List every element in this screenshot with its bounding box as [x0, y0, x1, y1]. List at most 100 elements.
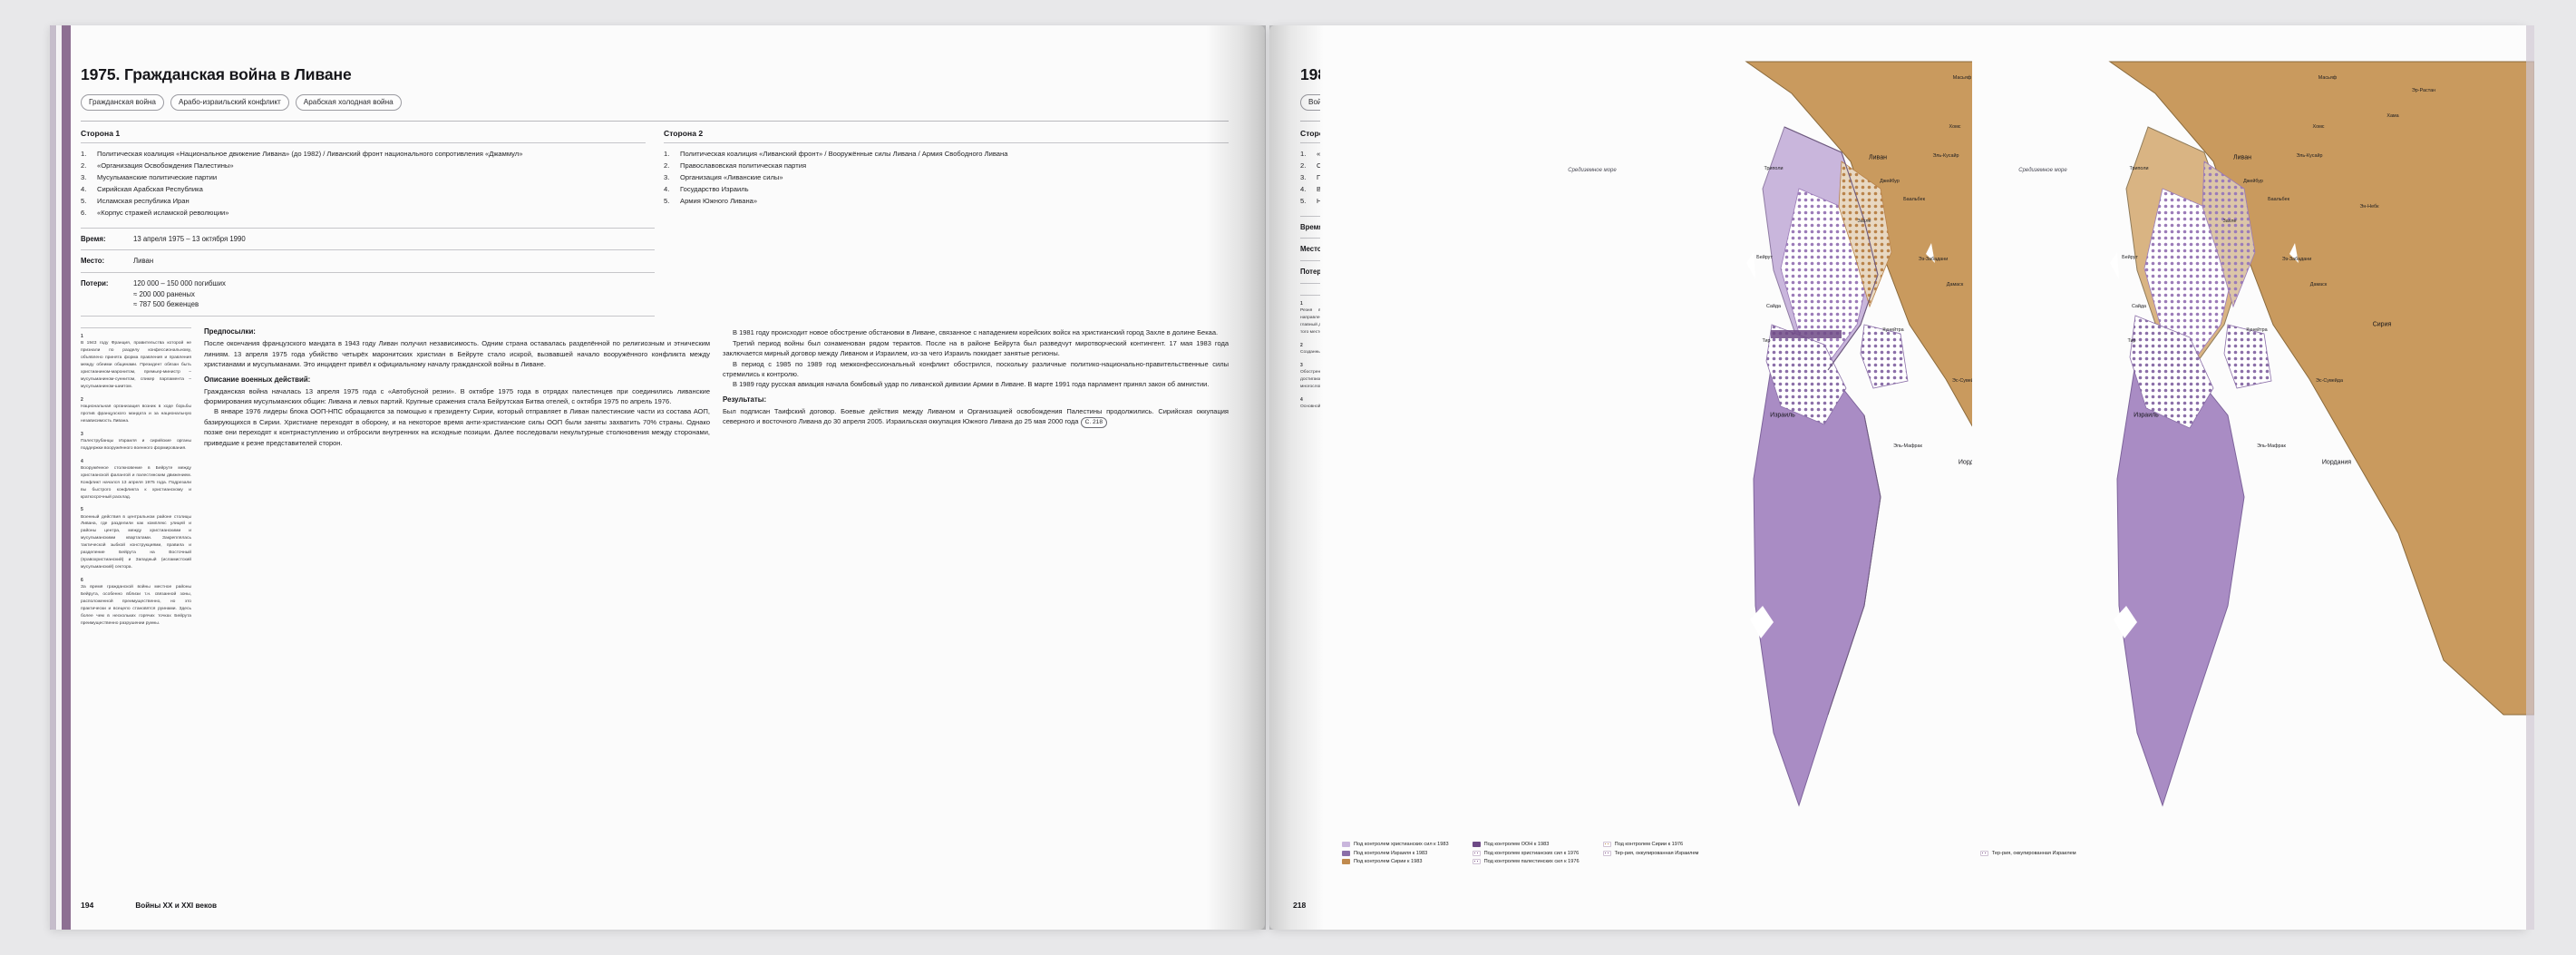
list-item-label: Армия Южного Ливана»: [680, 196, 758, 205]
legend-label: Под контролем ООН к 1983: [1483, 842, 1550, 847]
meta-row-place: Место: Ливан: [81, 256, 655, 267]
legend-swatch: [1472, 859, 1481, 864]
map-country-label: Иордания: [2321, 459, 2352, 466]
footnote: 6 За время гражданской войны местное райо…: [81, 578, 191, 626]
side-1-heading: Сторона 1: [81, 128, 121, 138]
paragraph: В январе 1976 лидеры блока ООП-НПС обращ…: [204, 407, 710, 447]
map-country-label: Ливан: [2233, 154, 2251, 161]
paragraph: Был подписан Таифский договор. Боевые де…: [723, 406, 1229, 429]
meta-value: 120 000 – 150 000 погибших ≈ 200 000 ран…: [133, 278, 655, 310]
legend-swatch: [1472, 850, 1481, 856]
legend-label: Под контролем Сирии к 1976: [1614, 842, 1684, 847]
list-item-label: Сирийская Арабская Республика: [97, 184, 203, 193]
legend-swatch: [1602, 850, 1611, 856]
footnote: 5 Военный действия в центральном районе с…: [81, 507, 191, 570]
legend-item: Под контролем Сирии к 1983: [1342, 859, 1449, 864]
meta-label: Потери:: [1300, 267, 1353, 278]
book-binding-stripe-right: [2526, 25, 2534, 930]
legend-swatch: [1342, 842, 1350, 847]
list-item-label: Государство Израиль: [680, 184, 749, 193]
list-item: 3. Организация «Ливанские силы»: [664, 172, 1229, 183]
map-country-label: Сирия: [2372, 321, 2392, 328]
book-title: Войны XX и XXI веков: [135, 901, 217, 910]
section-heading: Предпосылки:: [204, 327, 256, 336]
legend-item: Тер-рия, оккупированная Израилем: [1979, 850, 2076, 856]
paragraph: В 1981 году происходит новое обострение …: [733, 328, 1219, 337]
legend-item: Под контролем ООН к 1983: [1472, 842, 1580, 847]
map-label: Эль-Кусайр: [1932, 153, 1959, 159]
meta-label: Место:: [1300, 244, 1353, 255]
paragraph: Гражданская война началась 13 апреля 197…: [204, 386, 710, 405]
map-label: Триполи: [2129, 166, 2149, 171]
map-label: Эз-Забадани: [2281, 257, 2312, 262]
legend-item: Под контролем христианских сил к 1976: [1472, 850, 1580, 856]
tag-chip[interactable]: Арабская холодная война: [295, 94, 402, 111]
list-item: 1. Политическая коалиция «Национальное дв…: [81, 149, 646, 160]
map-country-label: Израиль: [1770, 412, 1795, 419]
legend-column-2: Под контролем ООН к 1983 Под контролем х…: [1472, 842, 1580, 864]
footnote-text: Национальная организация возник в ходе б…: [81, 404, 191, 424]
book-binding-stripe: [50, 25, 56, 930]
map-label: Джейбур: [2243, 179, 2263, 184]
list-item: 5. Исламская республика Иран: [81, 196, 646, 207]
legend-swatch: [1979, 850, 1988, 856]
tag-chip[interactable]: Гражданская война: [81, 94, 164, 111]
divider: [81, 141, 646, 143]
list-item: 3. Мусульманские политические партии: [81, 172, 646, 183]
legend-item: Под контролем палестинских сил к 1976: [1472, 859, 1580, 864]
tag-chip[interactable]: Арабо-израильский конфликт: [170, 94, 289, 111]
footnote: 2 Национальная организация возник в ходе …: [81, 396, 191, 424]
map-label: Масьяф: [2318, 75, 2338, 81]
page-title: 1975. Гражданская война в Ливане: [81, 65, 352, 83]
paragraph: Третий период войны был ознаменован рядо…: [723, 338, 1229, 358]
map-sea-label: Средиземное море: [2018, 168, 2067, 173]
divider: [664, 141, 1229, 143]
legend-item: Под контролем христианских сил к 1983: [1342, 842, 1449, 847]
map-label: Джейбур: [1880, 179, 1900, 184]
map-label: Дамаск: [1946, 282, 1964, 287]
map-label: Тир: [1762, 338, 1771, 344]
map-label: Захле: [1857, 219, 1871, 224]
divider: [81, 249, 655, 251]
footnote: 3 Палеструбанцы Израиля и сирийские орган…: [81, 431, 191, 451]
map-label: Кунейтра: [2246, 327, 2268, 333]
divider: [81, 272, 655, 274]
meta-label: Время:: [81, 234, 106, 243]
page-reference-chip[interactable]: C. 218: [1080, 417, 1107, 429]
paragraph: После окончания французского мандата в 1…: [204, 339, 710, 369]
list-item-label: Политическая коалиция «Ливанский фронт» …: [680, 149, 1008, 158]
section-heading: Результаты:: [723, 395, 767, 404]
book-binding-stripe: [57, 25, 62, 930]
legend-column-4: Тер-рия, оккупированная Израилем: [1979, 850, 2076, 865]
list-item: 1. Политическая коалиция «Ливанский фронт…: [664, 149, 1229, 160]
map-label: Эн-Небк: [2359, 204, 2379, 210]
left-page: 1975. Гражданская война в Ливане Граждан…: [50, 25, 1265, 930]
meta-label: Время:: [1300, 222, 1353, 233]
gutter-shadow: [1269, 25, 1324, 930]
map-label: Тир: [2127, 338, 2136, 344]
list-item-label: «Корпус стражей исламской революции»: [97, 208, 229, 217]
footnote-text: Палеструбанцы Израиля и сирийские органы…: [81, 438, 191, 451]
gutter-shadow: [1206, 25, 1266, 930]
meta-value: 13 апреля 1975 – 13 октября 1990: [133, 234, 246, 243]
section-heading: Описание военных действий:: [204, 375, 311, 384]
page-footer: 194 Войны XX и XXI веков: [81, 901, 1229, 910]
divider: [81, 227, 655, 229]
map-label: Захле: [2222, 219, 2237, 224]
legend-swatch: [1342, 859, 1350, 864]
map-label: Эс-Сувейда: [1952, 378, 1979, 384]
meta-value-line: ≈ 200 000 раненых: [133, 289, 195, 298]
list-item: 2. Православовская политическая партия: [664, 161, 1229, 171]
list-item-label: Исламская республика Иран: [97, 196, 190, 205]
legend-item: Под контролем Израиля к 1983: [1342, 850, 1449, 856]
map-label: Хама: [2386, 113, 2399, 119]
page-number: 218: [1293, 901, 1306, 910]
main-text-column: Предпосылки: После окончания французског…: [204, 327, 1229, 633]
side-1: Сторона 1 1. Политическая коалиция «Нацио…: [81, 129, 646, 219]
map-label: Сайда: [2131, 304, 2147, 309]
meta-value: Ливан: [133, 257, 154, 266]
legend-label: Под контролем христианских сил к 1976: [1483, 850, 1580, 856]
map-country-label: Израиль: [2134, 412, 2159, 419]
list-item-label: «Организация Освобождения Палестины»: [97, 161, 234, 170]
